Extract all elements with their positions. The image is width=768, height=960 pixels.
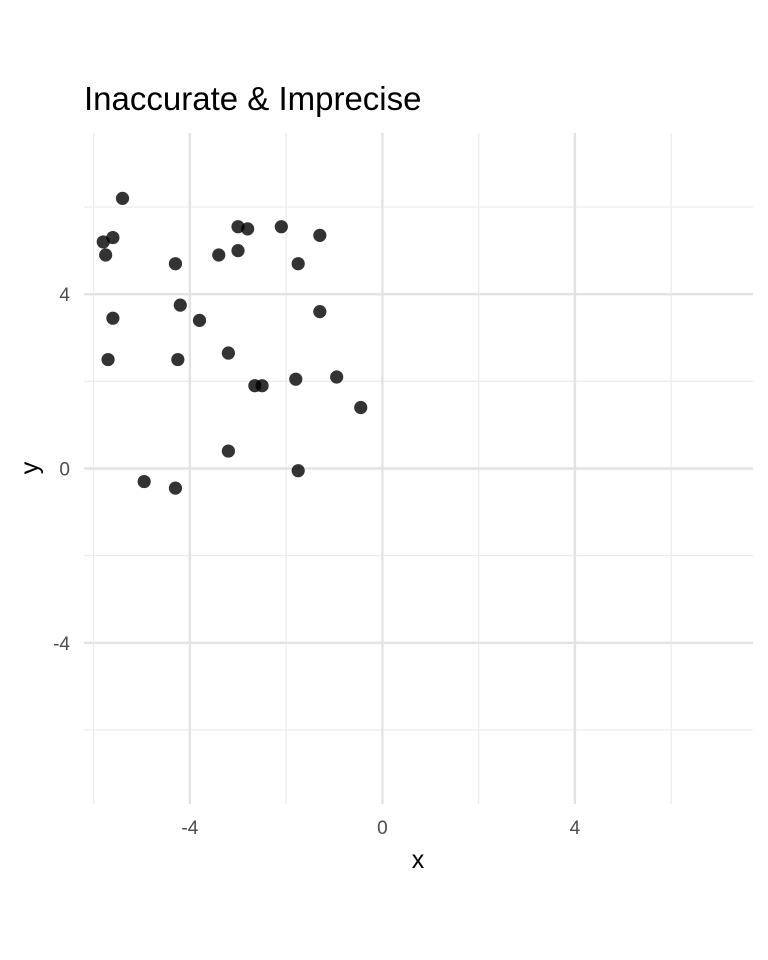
scatter-point (106, 311, 120, 325)
scatter-point (192, 313, 207, 327)
scatter-point (171, 352, 185, 367)
y-axis-title: y (16, 461, 44, 474)
scatter-point (101, 352, 115, 367)
scatter-point (168, 481, 183, 495)
y-tick-label: 0 (59, 460, 70, 481)
scatter-point (291, 464, 305, 478)
scatter-point (313, 228, 327, 242)
y-tick-label: 4 (59, 285, 70, 306)
scatter-point (137, 474, 151, 489)
y-axis-tick-labels: -4 0 4 (53, 285, 70, 655)
scatter-point (255, 379, 269, 393)
x-axis-tick-labels: -4 0 4 (181, 818, 580, 839)
major-gridlines (84, 133, 753, 804)
scatter-point (289, 372, 303, 386)
scatter-point (106, 230, 120, 245)
scatter-point (212, 248, 226, 262)
scatter-point (313, 305, 327, 319)
scatter-point (241, 222, 255, 236)
scatter-point (99, 248, 113, 262)
x-tick-label: -4 (181, 818, 198, 839)
scatter-point (354, 400, 368, 415)
scatter-point (173, 298, 187, 312)
data-points (96, 191, 368, 495)
scatter-point (221, 346, 235, 360)
x-axis-title: x (412, 846, 425, 874)
scatter-point (330, 370, 344, 384)
scatter-point (274, 220, 288, 234)
x-tick-label: 4 (570, 818, 581, 839)
y-tick-label: -4 (53, 634, 70, 655)
scatter-point (115, 191, 130, 205)
scatter-point (168, 257, 183, 271)
scatter-point (291, 257, 305, 271)
x-tick-label: 0 (377, 818, 388, 839)
chart-title: Inaccurate & Imprecise (84, 80, 422, 117)
scatter-point (231, 244, 245, 258)
scatter-point (221, 444, 235, 458)
